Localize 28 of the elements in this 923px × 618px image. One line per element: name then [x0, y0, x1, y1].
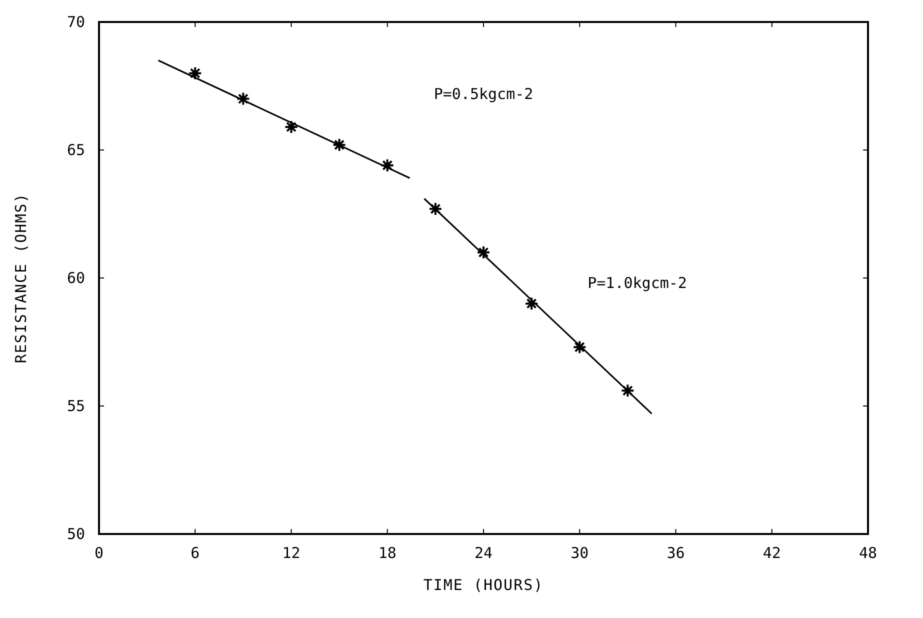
x-tick-label: 30	[570, 544, 589, 562]
y-tick-label: 60	[66, 269, 85, 287]
y-tick-label: 70	[66, 13, 85, 31]
x-tick-label: 0	[94, 544, 104, 562]
x-tick-label: 36	[666, 544, 685, 562]
annotation: P=0.5kgcm-2	[434, 84, 534, 103]
point	[476, 245, 490, 260]
x-axis-title: TIME (HOURS)	[423, 576, 544, 594]
x-tick-label: 42	[762, 544, 781, 562]
y-tick-label: 50	[66, 525, 85, 543]
point	[620, 384, 635, 398]
x-tick-label: 48	[858, 544, 878, 562]
y-tick-label: 65	[66, 141, 85, 159]
x-tick-label: 6	[190, 544, 200, 562]
point	[428, 202, 442, 216]
x-tick-label: 12	[282, 544, 300, 562]
point	[524, 296, 539, 311]
y-tick-label: 55	[66, 397, 85, 415]
annotation: P=1.0kgcm-2	[588, 274, 687, 292]
y-axis-title: RESISTANCE (OHMS)	[12, 192, 30, 364]
x-tick-label: 18	[378, 544, 396, 562]
point	[380, 158, 394, 172]
point	[332, 138, 346, 152]
x-tick-label: 24	[474, 544, 493, 562]
point	[284, 120, 298, 134]
point	[572, 340, 587, 354]
point	[188, 66, 202, 80]
point	[236, 92, 250, 106]
